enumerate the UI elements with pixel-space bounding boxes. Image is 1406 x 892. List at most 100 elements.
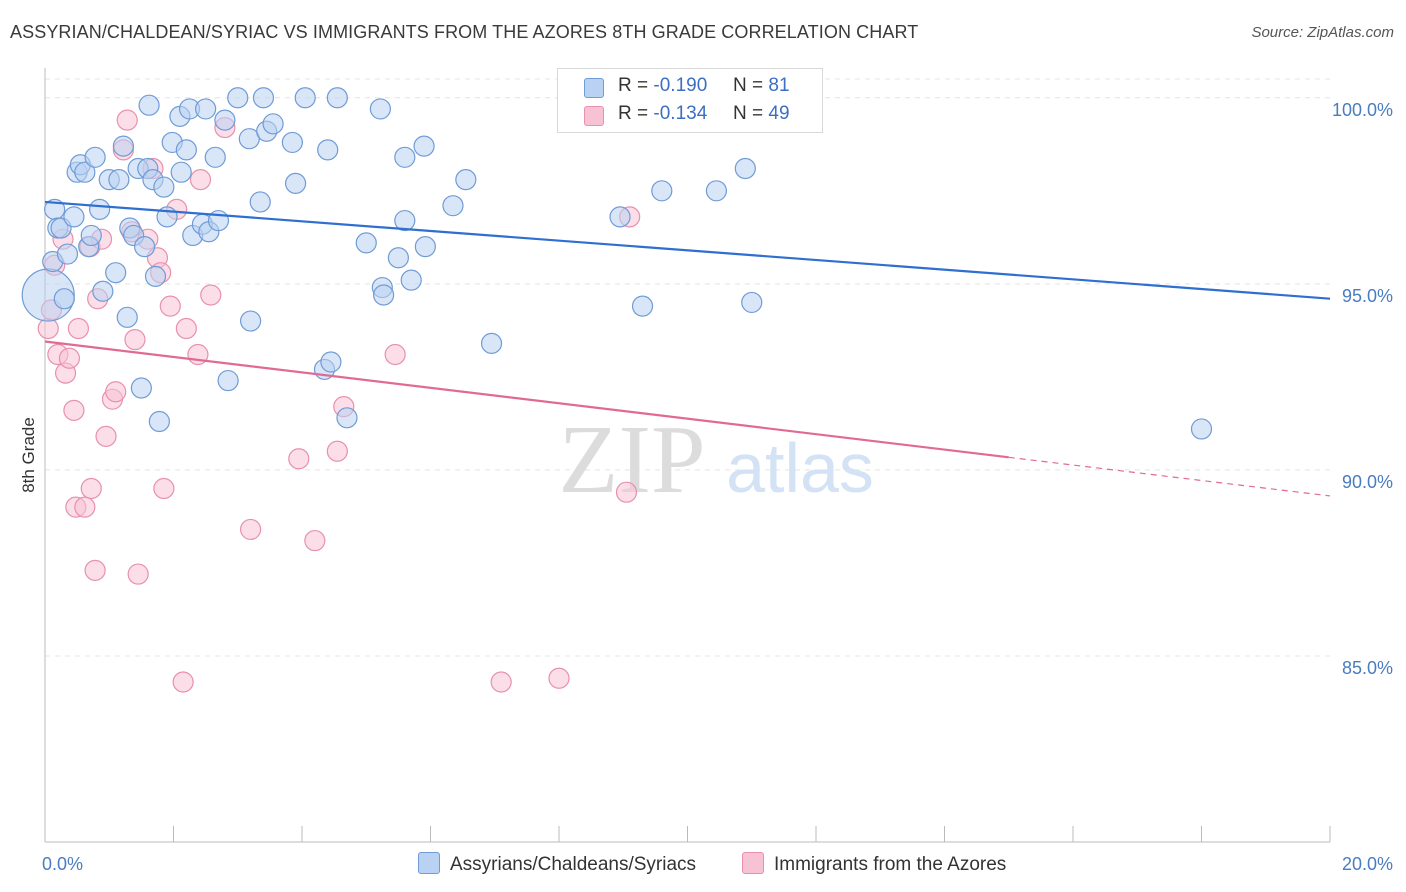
assyrian-point-48 <box>240 310 262 332</box>
azores-point-37 <box>240 518 262 541</box>
n-label: N = <box>733 103 764 124</box>
azores-point-13 <box>84 559 106 581</box>
assyrian-point-62 <box>369 98 391 120</box>
azores-point-29 <box>159 295 181 317</box>
azores-point-22 <box>124 329 146 351</box>
assyrian-point-40 <box>195 98 217 120</box>
assyrian-point-36 <box>175 139 197 161</box>
azores-point-42 <box>384 343 406 366</box>
assyrian-point-17 <box>105 262 127 284</box>
assyrian-point-27 <box>138 94 160 116</box>
r-value: -0.190 <box>653 75 708 96</box>
r-label: R = <box>618 75 649 96</box>
assyrian-point-58 <box>320 351 342 373</box>
correlation-legend: R = -0.190 N = 81 R = -0.134 N = 49 <box>557 68 823 133</box>
azores-point-32 <box>175 317 197 340</box>
legend-r-1: R = -0.190 <box>618 75 707 97</box>
assyrian-point-42 <box>204 146 226 168</box>
assyrian-point-13 <box>84 146 106 168</box>
legend-swatch-blue <box>418 852 440 874</box>
x-tick-label-1: 20.0% <box>1342 854 1393 874</box>
azores-point-45 <box>615 481 638 503</box>
azores-point-35 <box>200 284 222 306</box>
n-label: N = <box>733 75 764 96</box>
axes <box>44 68 1331 843</box>
assyrian-point-18 <box>108 169 130 191</box>
azores-point-44 <box>548 667 570 689</box>
assyrian-point-14 <box>89 198 111 221</box>
legend-label-azores: Immigrants from the Azores <box>774 854 1007 875</box>
assyrian-point-10 <box>74 161 96 183</box>
assyrian-point-64 <box>372 284 395 306</box>
azores-point-20 <box>116 109 138 131</box>
y-tick-label-3: 100.0% <box>1332 100 1393 120</box>
assyrian-point-66 <box>394 209 416 232</box>
assyrian-point-29 <box>144 265 167 287</box>
assyrian-point-49 <box>249 191 271 213</box>
assyrian-point-53 <box>281 131 303 154</box>
azores-point-38 <box>288 448 310 470</box>
legend-swatch-pink <box>742 852 764 874</box>
assyrian-point-6 <box>56 243 79 265</box>
assyrian-point-50 <box>252 87 275 109</box>
assyrian-point-12 <box>80 224 102 247</box>
assyrian-point-24 <box>130 377 152 399</box>
assyrian-point-65 <box>387 247 409 269</box>
azores-point-43 <box>490 671 512 693</box>
watermark-atlas: atlas <box>726 429 874 507</box>
azores-point-6 <box>58 347 81 369</box>
azores-point-23 <box>127 563 149 585</box>
azores-point-40 <box>326 440 348 462</box>
azores-point-31 <box>172 671 194 693</box>
assyrian-point-31 <box>153 176 175 198</box>
assyrian-point-70 <box>414 236 436 258</box>
legend-swatch-pink <box>584 106 604 126</box>
bottom-legend-assyrian: Assyrians/Chaldeans/Syriacs <box>418 852 696 876</box>
azores-point-12 <box>80 477 102 500</box>
assyrian-point-67 <box>394 146 416 168</box>
assyrian-point-57 <box>317 139 339 161</box>
grid-lines <box>45 78 1330 657</box>
legend-swatch-blue <box>584 78 604 98</box>
assyrian-point-71 <box>442 195 464 217</box>
assyrian-point-45 <box>217 369 239 392</box>
azores-point-7 <box>63 399 85 421</box>
series-assyrian-points <box>21 87 1213 440</box>
legend-r-2: R = -0.134 <box>618 103 707 125</box>
assyrian-point-15 <box>92 280 114 302</box>
assyrian-point-46 <box>227 87 249 109</box>
chart-source: Source: ZipAtlas.com <box>1251 24 1394 41</box>
assyrian-point-80 <box>1190 418 1213 440</box>
legend-n-1: N = 81 <box>733 75 790 97</box>
azores-point-9 <box>67 317 90 340</box>
assyrian-point-60 <box>336 407 358 429</box>
azores-point-34 <box>189 169 212 191</box>
y-axis-label: 8th Grade <box>19 417 38 493</box>
x-tick-label-0: 0.0% <box>42 854 83 874</box>
assyrian-point-55 <box>294 87 316 109</box>
n-value: 49 <box>768 103 790 124</box>
assyrian-point-72 <box>455 169 477 191</box>
assyrian-point-25 <box>133 236 156 258</box>
assyrian-point-35 <box>170 161 192 183</box>
assyrian-point-52 <box>262 113 284 135</box>
assyrian-point-59 <box>326 87 348 109</box>
trend-line-dashed-1 <box>1008 456 1331 497</box>
y-tick-label-2: 95.0% <box>1342 286 1393 306</box>
assyrian-point-30 <box>148 410 170 433</box>
assyrian-point-7 <box>63 206 85 228</box>
assyrian-point-73 <box>480 332 503 354</box>
trend-line-1 <box>44 340 1009 459</box>
chart-title: ASSYRIAN/CHALDEAN/SYRIAC VS IMMIGRANTS F… <box>10 22 919 42</box>
assyrian-point-78 <box>734 157 756 180</box>
n-value: 81 <box>768 75 790 96</box>
assyrian-point-76 <box>651 180 673 202</box>
trend-line-0 <box>44 200 1331 300</box>
assyrian-point-69 <box>413 135 435 157</box>
y-tick-label-0: 85.0% <box>1342 658 1393 678</box>
y-tick-label-1: 90.0% <box>1342 472 1393 492</box>
azores-point-39 <box>304 529 326 552</box>
bottom-legend-azores: Immigrants from the Azores <box>742 852 1006 876</box>
assyrian-point-79 <box>741 291 763 314</box>
azores-point-28 <box>153 477 175 500</box>
